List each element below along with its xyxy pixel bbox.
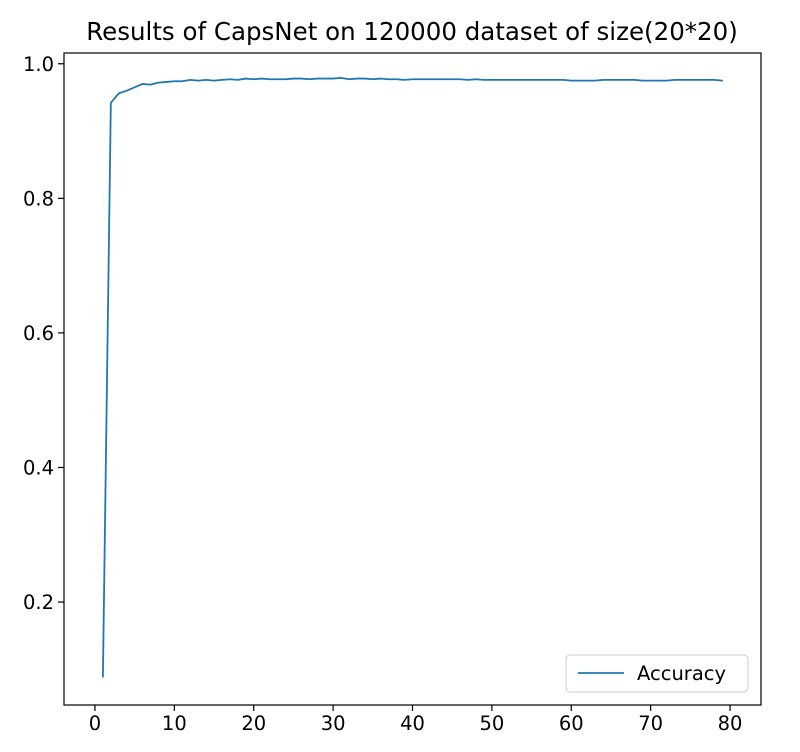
legend-label-accuracy: Accuracy <box>637 662 726 685</box>
y-tick-label: 1.0 <box>23 53 54 76</box>
x-tick-label: 70 <box>638 712 663 735</box>
x-tick-label: 0 <box>89 712 101 735</box>
series-line-accuracy <box>102 77 723 678</box>
x-axis-ticks: 0 10 20 30 40 50 60 70 80 <box>89 705 743 735</box>
x-tick-label: 60 <box>559 712 584 735</box>
x-tick-label: 80 <box>718 712 743 735</box>
x-tick-label: 30 <box>321 712 346 735</box>
y-tick-label: 0.8 <box>23 187 54 210</box>
x-tick-label: 10 <box>162 712 187 735</box>
legend-box <box>565 654 749 693</box>
x-tick-label: 20 <box>241 712 266 735</box>
y-tick-label: 0.2 <box>23 591 54 614</box>
y-tick-label: 0.4 <box>23 456 54 479</box>
plot-frame <box>63 52 762 706</box>
y-tick-label: 0.6 <box>23 322 54 345</box>
x-tick-label: 50 <box>479 712 504 735</box>
legend: Accuracy <box>565 654 749 693</box>
y-axis-ticks: 0.2 0.4 0.6 0.8 1.0 <box>23 53 64 614</box>
chart-title: Results of CapsNet on 120000 dataset of … <box>86 17 738 46</box>
series-lines <box>102 77 723 678</box>
x-tick-label: 40 <box>400 712 425 735</box>
